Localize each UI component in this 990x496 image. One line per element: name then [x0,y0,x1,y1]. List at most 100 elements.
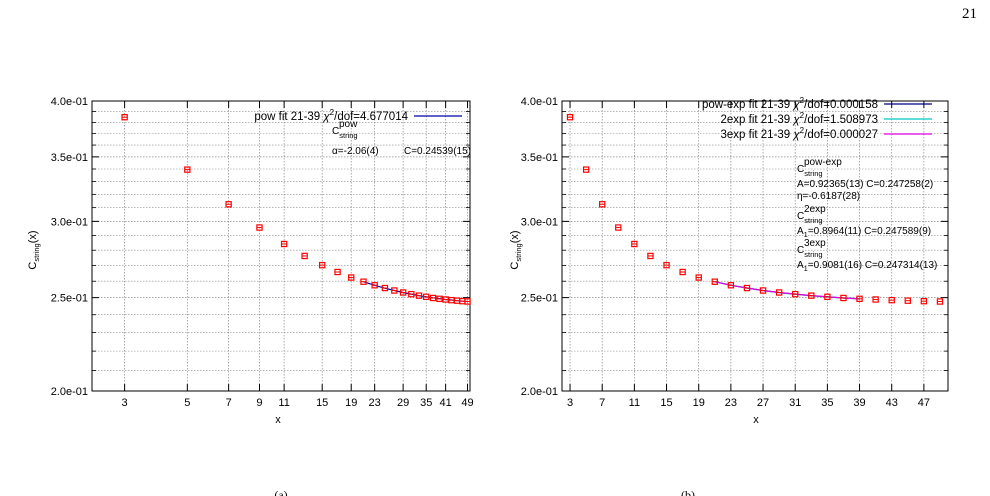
x-tick-label: 11 [629,397,640,409]
legend-chi: χ [792,129,800,141]
x-tick-label: 41 [440,397,452,409]
anno-b-powexp-sup: pow-exp [804,157,842,168]
plot-frame-a [91,100,471,392]
x-tick-label: 15 [660,397,672,409]
subfigure-label-b: (b) [681,488,695,496]
y-tick-label: 3.0e-01 [51,216,88,228]
y-tick-label: 3.0e-01 [521,216,558,228]
legend-a: pow fit 21-39 χ2/dof=4.677014 [254,108,462,123]
x-tick-label: 47 [918,397,930,409]
chart-panel-b: 2.0e-012.5e-013.0e-013.5e-014.0e-013 7 11 1… [509,96,949,426]
x-tick-label: 3 [122,397,128,409]
legend-name: 3exp fit 21-39 [721,129,794,141]
anno-b-powexp-line2: η=-0.6187(28) [797,191,860,202]
y-axis-title-b-rest: (x) [509,230,521,243]
y-tick-label: 2.5e-01 [521,293,558,305]
fit-line [714,281,860,300]
x-tick-label: 15 [316,397,328,409]
y-tick-label: 4.0e-01 [51,96,88,108]
subfigure-label-a: (a) [274,488,287,496]
chart-panel-a: 2.0e-012.5e-013.0e-013.5e-014.0e-013 5 7 9 1… [27,96,474,426]
x-tick-label: 3 [567,397,573,409]
legend-name: pow fit 21-39 [254,111,323,123]
fit-line [363,281,468,303]
legend-chi-sup: 2 [800,96,805,105]
y-tick-label: 2.0e-01 [521,386,558,398]
y-axis-title-a-sub: string [32,243,41,261]
x-tick-label: 23 [369,397,381,409]
x-tick-label: 49 [461,397,473,409]
fit-line [714,281,860,300]
y-tick-label: 4.0e-01 [521,96,558,108]
legend-chi: χ [792,114,800,126]
legend-chi-sup: 2 [800,111,805,120]
anno-a-c: Cstring [332,126,358,140]
x-axis-title-a: x [275,414,281,426]
y-tick-label: 2.0e-01 [51,386,88,398]
annotations-a: Cstring pow α=-2.06(4) C=0.24539(15) [332,119,471,157]
x-tick-label: 11 [278,397,289,409]
x-tick-label: 9 [256,397,262,409]
x-tick-label: 7 [226,397,232,409]
x-tick-label: 23 [725,397,737,409]
anno-b-3exp-sup: 3exp [804,238,826,249]
anno-b-powexp-c-sub: string [804,169,822,178]
legend-name: 2exp fit 21-39 [721,114,794,126]
x-tick-label: 31 [789,397,801,409]
legend-entry: pow-exp fit 21-39 χ2/dof=0.000158 [702,96,878,111]
anno-b-2exp-line: A1=0.8964(11) C=0.247589(9) [797,226,931,239]
x-tick-label: 35 [821,397,833,409]
y-axis-title-b: Cstring(x) [509,230,523,269]
legend-b: pow-exp fit 21-39 χ2/dof=0.000158 2exp fi… [702,96,932,141]
anno-b-3exp-rest: =0.9081(16) C=0.247314(13) [808,260,938,271]
x-tick-label: 19 [345,397,357,409]
y-tick-label: 2.5e-01 [51,293,88,305]
x-tick-label: 5 [184,397,190,409]
anno-b-3exp-c-sub: string [804,250,822,259]
legend-dof: /dof=0.000158 [804,99,878,111]
legend-entry: pow fit 21-39 χ2/dof=4.677014 [254,108,408,123]
grid-a [92,100,470,392]
plot-frame-b [561,100,949,392]
y-tick-label: 3.5e-01 [521,152,558,164]
anno-b-2exp-c-sub: string [804,216,822,225]
anno-b-2exp-rest: =0.8964(11) C=0.247589(9) [808,226,931,237]
legend-chi-sup: 2 [800,126,805,135]
legend-dof: /dof=4.677014 [334,111,408,123]
fit-lines-a [363,281,468,303]
x-tick-label: 35 [420,397,432,409]
x-tick-label: 43 [886,397,898,409]
anno-a-alpha: α=-2.06(4) [332,146,379,157]
anno-b-powexp-line1: A=0.92365(13) C=0.247258(2) [797,179,933,190]
anno-b-3exp-line: A1=0.9081(16) C=0.247314(13) [797,260,937,273]
ticks-b: 2.0e-012.5e-013.0e-013.5e-014.0e-013 7 11 1… [521,96,948,409]
anno-b-3exp-a-sub: 1 [804,264,808,273]
y-axis-title-a: Cstring(x) [27,230,41,269]
x-tick-label: 7 [599,397,605,409]
x-axis-title-b: x [753,414,759,426]
anno-a-c-sub: string [339,131,357,140]
x-tick-label: 29 [397,397,409,409]
legend-dof: /dof=1.508973 [804,114,878,126]
legend-chi: χ [792,99,800,111]
annotations-b: Cstring pow-exp A=0.92365(13) C=0.247258… [797,157,937,273]
y-tick-label: 3.5e-01 [51,152,88,164]
fit-lines-b [714,281,860,300]
x-tick-label: 19 [693,397,705,409]
data-points-a [121,114,471,305]
y-axis-title-a-rest: (x) [27,230,39,243]
anno-a-c-sup: pow [339,119,358,130]
y-axis-title-b-sub: string [514,243,523,261]
page-number: 21 [962,6,977,22]
ticks-a: 2.0e-012.5e-013.0e-013.5e-014.0e-013 5 7 9 1… [51,96,474,409]
data-points-b [566,114,944,305]
fit-line [714,281,860,300]
legend-dof: /dof=0.000027 [804,129,878,141]
x-tick-label: 27 [757,397,769,409]
anno-b-2exp-a-sub: 1 [804,230,808,239]
anno-a-c-main: C [332,126,339,137]
legend-chi-sup: 2 [330,108,335,117]
x-tick-label: 39 [853,397,865,409]
grid-b [562,100,948,392]
